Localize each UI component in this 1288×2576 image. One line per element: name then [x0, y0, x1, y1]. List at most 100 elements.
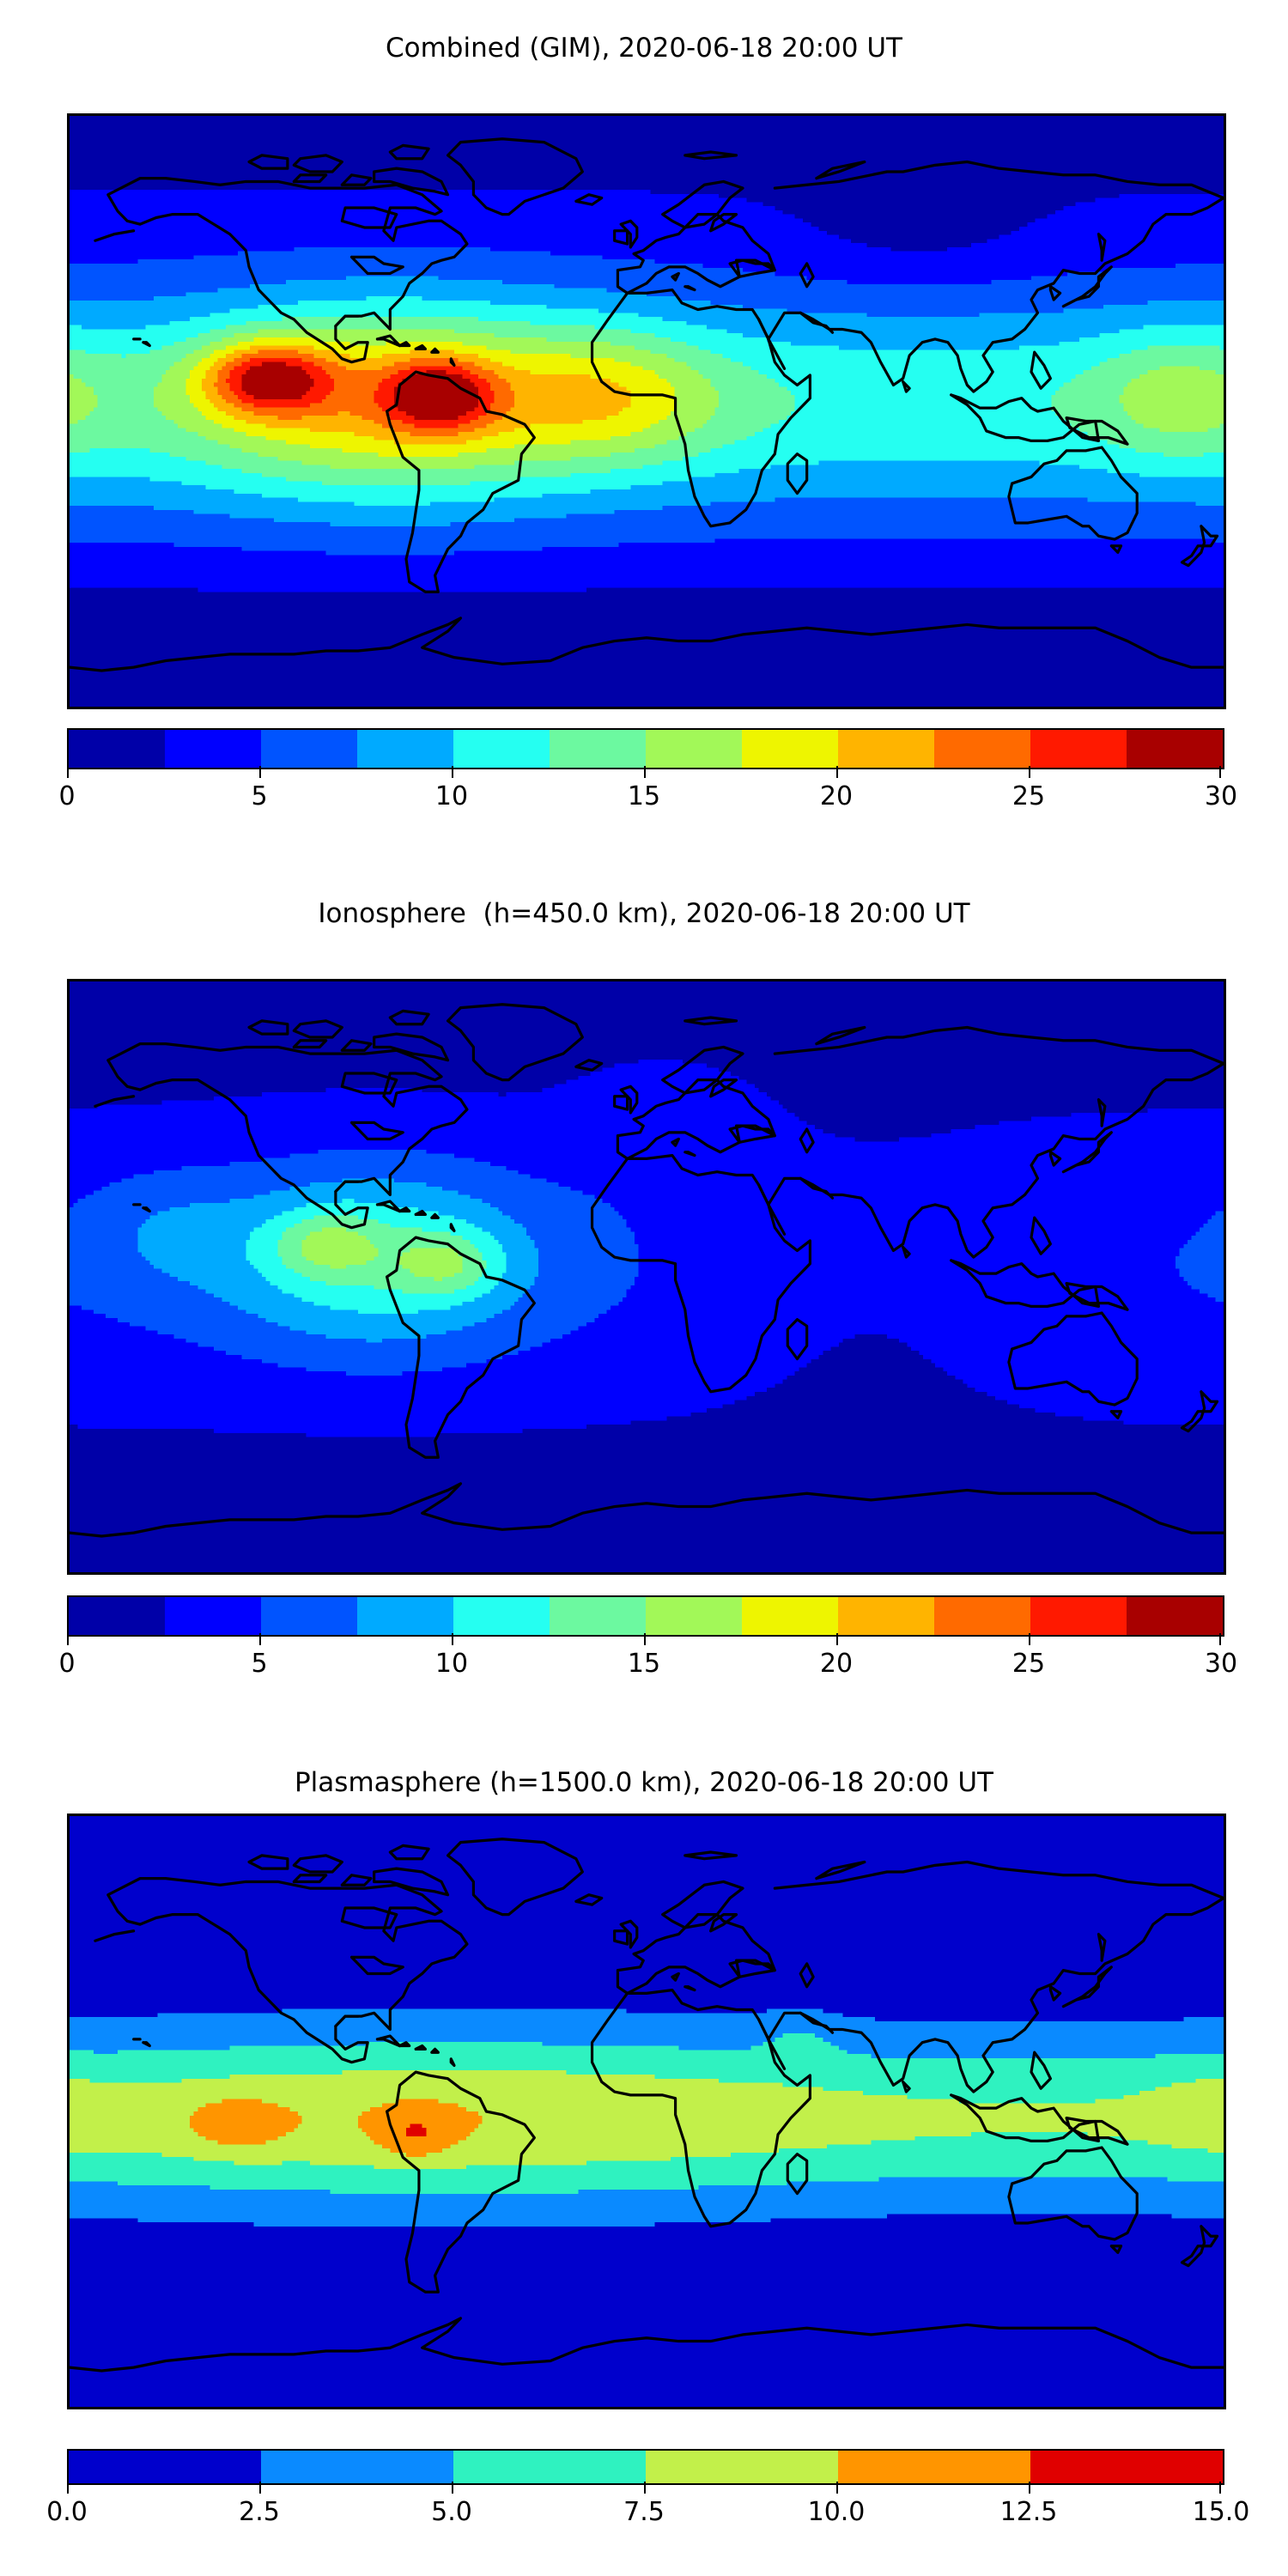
colorbar-band: [69, 2451, 261, 2483]
coastline-path: [590, 1988, 811, 2228]
coastline-path: [683, 1985, 696, 1992]
coastline-path: [613, 229, 629, 246]
coastline-path: [683, 150, 738, 161]
coastline-path: [446, 1003, 584, 1082]
coastline-path: [414, 343, 427, 351]
colorbar-tick-label: 5: [251, 1649, 268, 1679]
panel-title-ionosphere: Ionosphere (h=450.0 km), 2020-06-18 20:0…: [318, 898, 970, 929]
coastline-path: [373, 167, 450, 197]
coastline-path: [1048, 1151, 1062, 1167]
coastline-path: [773, 1860, 1224, 1900]
coastline-path: [292, 1039, 328, 1049]
coastline-path: [375, 2034, 402, 2048]
coastline-path: [616, 1045, 776, 1161]
colorbar-tick-label: 0: [58, 1649, 76, 1679]
colorbar-tick-label: 5.0: [431, 2497, 472, 2527]
coastline-path: [613, 1095, 629, 1111]
coastline-path: [902, 380, 911, 393]
coastline-path: [1109, 1410, 1123, 1419]
coastline-path: [1097, 1932, 1107, 1962]
colorbar-tick: [259, 2482, 261, 2494]
contour-band: [70, 2070, 1224, 2170]
coastline-path: [142, 341, 151, 348]
colorbar-band: [838, 730, 934, 768]
colorbar-tick-label: 15.0: [1192, 2497, 1250, 2527]
coastline-path: [734, 1124, 776, 1144]
coastline-path: [386, 370, 536, 593]
coastline-path: [671, 271, 680, 282]
colorbar-tick-label: 30: [1204, 781, 1238, 811]
colorbar-band: [646, 2451, 838, 2483]
colorbar-tick-label: 10: [434, 1649, 469, 1679]
coastline-path: [1048, 285, 1062, 301]
coastline-path: [773, 160, 1224, 200]
coastline-path: [398, 1206, 411, 1213]
coastline-path: [767, 1061, 1224, 1259]
coastline-path: [446, 1838, 584, 1917]
colorbar-tick-label: 15: [627, 1649, 661, 1679]
coastline-path: [815, 1860, 866, 1880]
colorbar-band: [1030, 1597, 1127, 1635]
coastline-path: [815, 160, 866, 180]
coastline-path: [734, 1959, 776, 1978]
coastline-path: [70, 1482, 1224, 1538]
coastline-path: [340, 206, 398, 229]
map-ionosphere: [67, 979, 1226, 1575]
coastline-path: [449, 2057, 456, 2068]
colorbar-tick: [67, 1633, 69, 1645]
coastline-path: [671, 1971, 680, 1982]
coastline-path: [340, 1906, 398, 1929]
coastline-path: [1065, 1282, 1129, 1311]
coastline-path: [799, 2011, 835, 2034]
colorbar-band: [453, 1597, 550, 1635]
colorbar-gradient-plasmasphere: [67, 2449, 1224, 2485]
colorbar-band: [1030, 730, 1127, 768]
coastlines: [70, 1838, 1224, 2372]
colorbar-tick: [836, 766, 838, 778]
coastline-path: [449, 1223, 456, 1233]
coastline-path: [786, 2153, 809, 2196]
coastline-path: [815, 1025, 866, 1046]
coastline-path: [70, 617, 1224, 672]
coastline-path: [94, 1929, 136, 1942]
coastline-path: [1109, 2245, 1123, 2254]
colorbar-tick: [1219, 1633, 1221, 1645]
colorbar-tick-label: 7.5: [623, 2497, 665, 2527]
coastline-path: [247, 154, 289, 170]
coastline-path: [799, 262, 815, 289]
colorbar-band: [646, 1597, 742, 1635]
colorbar-band: [934, 730, 1030, 768]
coastline-path: [590, 1153, 811, 1394]
coastline-path: [292, 154, 343, 173]
coastline-path: [388, 1009, 430, 1026]
panel-title-plasmasphere: Plasmasphere (h=1500.0 km), 2020-06-18 2…: [294, 1767, 993, 1798]
contour-band: [241, 361, 478, 420]
coastline-path: [683, 213, 719, 229]
coastline-path: [1061, 265, 1113, 308]
colorbar-tick: [452, 1633, 453, 1645]
colorbar-band: [261, 2451, 453, 2483]
coastline-path: [773, 1025, 1224, 1066]
coastline-path: [757, 1183, 787, 1236]
coastline-path: [1180, 525, 1219, 568]
colorbar-tick: [259, 766, 261, 778]
colorbar-band: [165, 730, 261, 768]
coastline-path: [950, 2093, 1100, 2143]
coastline-path: [619, 1919, 639, 1949]
colorbar-band: [453, 2451, 646, 2483]
colorbar-axis-combined-gim: 0 5 10 15 20 25 30: [58, 766, 1237, 826]
colorbar-axis-plasmasphere: 0.0 2.5 5.0 7.5 10.0 12.5 15.0: [46, 2482, 1249, 2542]
coastline-path: [1180, 2225, 1219, 2268]
colorbar-tick-label: 10.0: [807, 2497, 866, 2527]
coastline-path: [1007, 2146, 1139, 2241]
coastline-path: [340, 1072, 398, 1095]
colorbar-tick: [67, 2482, 69, 2494]
coastline-path: [446, 137, 584, 216]
colorbar-gradient-combined-gim: [67, 728, 1224, 769]
coastline-path: [574, 1059, 604, 1072]
coastline-path: [1065, 416, 1129, 446]
coastline-path: [709, 213, 738, 233]
map-combined-gim: [67, 113, 1226, 709]
coastline-path: [398, 2041, 411, 2048]
colorbar-tick: [1029, 1633, 1030, 1645]
